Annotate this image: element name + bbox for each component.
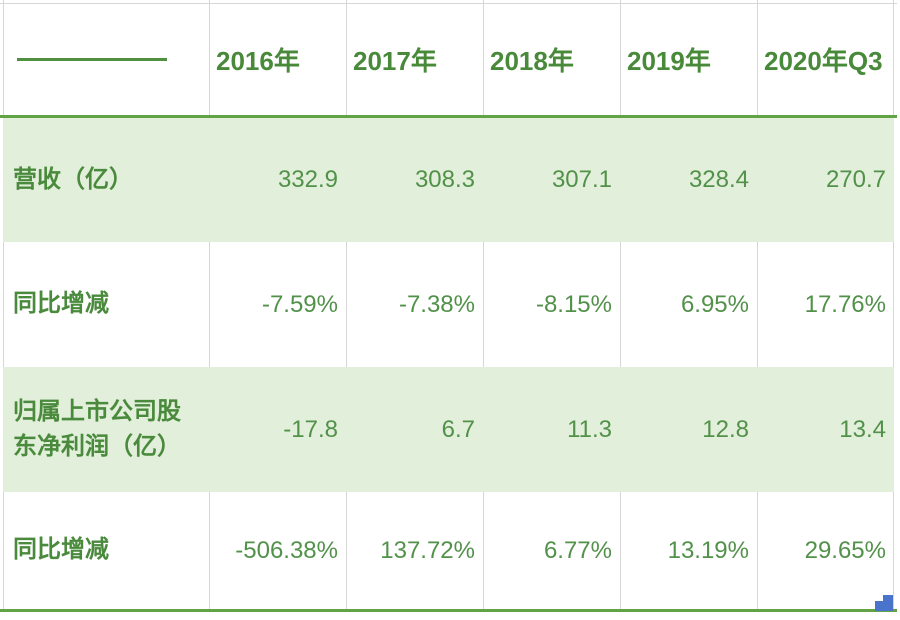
- table-cell: 6.77%: [543, 536, 612, 564]
- table-cell: 270.7: [825, 166, 886, 193]
- gridline-vertical: [346, 0, 347, 612]
- gridline-vertical: [483, 0, 484, 612]
- column-header-2016: 2016年: [216, 45, 300, 76]
- table-row-revenue-yoy: 同比增减 -7.59% -7.38% -8.15% 6.95% 17.76%: [3, 242, 894, 367]
- table-cell: -8.15%: [535, 290, 612, 318]
- table-row-profit-yoy: 同比增减 -506.38% 137.72% 6.77% 13.19% 29.65…: [3, 492, 894, 609]
- table-cell: 6.95%: [680, 290, 749, 318]
- table-cell: 6.7: [441, 415, 475, 443]
- table-cell: -7.38%: [398, 290, 475, 318]
- gridline-vertical: [757, 0, 758, 612]
- table-cell: 12.8: [702, 415, 749, 443]
- table-cell: 13.19%: [667, 536, 749, 564]
- row-label: 同比增减: [13, 536, 109, 564]
- column-header-2017: 2017年: [353, 45, 437, 76]
- table-cell: 17.76%: [804, 290, 886, 318]
- table-cell: 13.4: [839, 415, 886, 443]
- column-header-2018: 2018年: [490, 45, 574, 76]
- table-cell: 11.3: [567, 415, 612, 443]
- table-bottom-border-green: [0, 609, 897, 612]
- row-label: 同比增减: [13, 290, 109, 318]
- table-cell: 307.1: [551, 166, 612, 193]
- gridline-vertical: [209, 0, 210, 612]
- column-header-2020q3: 2020年Q3: [764, 45, 883, 76]
- row-label: 营收（亿）: [13, 165, 133, 193]
- table-cell: 332.9: [277, 166, 338, 193]
- table-cell: 29.65%: [804, 536, 886, 564]
- gridline-vertical: [893, 0, 894, 612]
- selection-fill-handle[interactable]: [875, 601, 884, 611]
- gridline-vertical: [3, 0, 4, 612]
- gridline-horizontal-top: [0, 3, 897, 4]
- table-row-revenue: 营收（亿） 332.9 308.3 307.1 328.4 270.7: [3, 118, 894, 242]
- table-header-row: 2016年 2017年 2018年 2019年 2020年Q3: [3, 3, 894, 115]
- table-cell: -17.8: [283, 415, 338, 443]
- header-underline-green: [0, 115, 897, 118]
- row-label: 归属上市公司股东净利润（亿）: [13, 397, 181, 460]
- selection-fill-handle[interactable]: [883, 595, 893, 611]
- table-cell: -506.38%: [235, 536, 338, 564]
- table-cell: 328.4: [688, 166, 749, 193]
- column-header-2019: 2019年: [627, 45, 711, 76]
- corner-dash-line: [17, 57, 167, 61]
- header-corner-cell: [3, 3, 209, 115]
- table-cell: 137.72%: [380, 536, 475, 564]
- gridline-vertical: [620, 0, 621, 612]
- table-cell: 308.3: [414, 166, 475, 193]
- table-cell: -7.59%: [261, 290, 338, 318]
- table-row-net-profit: 归属上市公司股东净利润（亿） -17.8 6.7 11.3 12.8 13.4: [3, 367, 894, 492]
